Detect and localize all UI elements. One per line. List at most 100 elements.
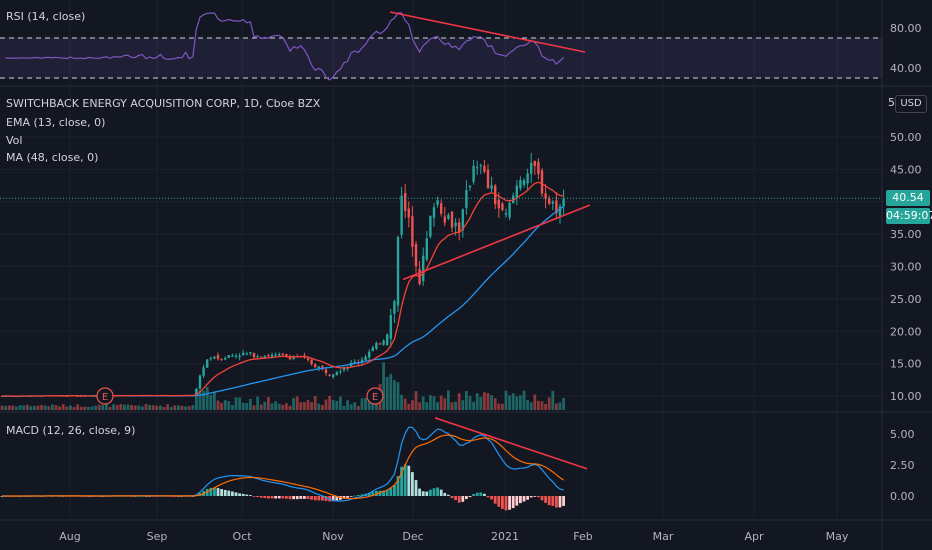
candle-body — [414, 243, 418, 267]
volume-bar — [425, 402, 429, 410]
volume-bar — [443, 398, 447, 410]
volume-bar — [155, 405, 159, 410]
time-tick-label: Apr — [744, 530, 764, 543]
candle-body — [267, 355, 270, 357]
macd-pane — [0, 417, 588, 511]
candle-body — [396, 237, 400, 306]
candle-body — [533, 161, 536, 166]
candle-body — [274, 354, 277, 356]
volume-bar — [65, 406, 69, 410]
candle-body — [440, 203, 443, 214]
candle-body — [537, 161, 540, 175]
candle-body — [202, 367, 205, 376]
macd-histogram-bar — [249, 495, 252, 496]
volume-bar — [83, 406, 87, 410]
time-tick-label: May — [826, 530, 849, 543]
candle-body — [407, 208, 410, 218]
candle-body — [260, 356, 263, 358]
rsi-tick-label: 80.00 — [890, 22, 922, 35]
candle-body — [198, 375, 202, 389]
candle-body — [386, 334, 389, 346]
macd-histogram-bar — [439, 489, 443, 496]
candle-body — [371, 347, 374, 352]
volume-bar — [148, 405, 151, 410]
macd-histogram-bar — [436, 487, 439, 496]
volume-bar — [540, 401, 544, 410]
currency-button[interactable]: USD — [895, 95, 927, 113]
candle-body — [548, 198, 551, 204]
candle-body — [425, 238, 428, 260]
price-tick-label: 20.00 — [890, 325, 922, 338]
volume-bars — [0, 362, 565, 410]
macd-histogram-bar — [274, 496, 277, 499]
volume-bar — [112, 404, 115, 410]
macd-histogram-bar — [241, 493, 245, 496]
candle-body — [310, 359, 313, 365]
candle-body — [461, 209, 464, 231]
macd-histogram-bar — [555, 496, 558, 508]
volume-bar — [252, 405, 256, 410]
volume-bar — [43, 405, 47, 410]
candle-body — [328, 374, 331, 376]
volume-bar — [454, 401, 457, 410]
candle-body — [314, 364, 317, 368]
candle-body — [195, 388, 198, 395]
candle-body — [335, 372, 338, 376]
macd-line — [2, 426, 564, 502]
candle-body — [508, 202, 511, 218]
volume-bar — [166, 404, 169, 410]
macd-histogram-bar — [547, 496, 551, 506]
rsi-pane — [0, 11, 882, 81]
time-tick-label: Nov — [322, 530, 344, 543]
volume-bar — [108, 406, 112, 410]
volume-bar — [299, 402, 303, 410]
volume-bar — [115, 405, 119, 410]
volume-bar — [367, 397, 371, 410]
candle-body — [458, 222, 461, 233]
volume-bar — [558, 402, 562, 410]
macd-histogram-bar — [457, 496, 461, 503]
time-tick-label: Sep — [147, 530, 168, 543]
volume-bar — [256, 396, 259, 410]
macd-histogram-bar — [511, 496, 515, 509]
macd-histogram-bar — [342, 496, 346, 499]
candle-body — [288, 356, 292, 360]
macd-histogram-bar — [223, 489, 227, 496]
candle-body — [555, 200, 558, 214]
volume-bar — [547, 397, 551, 410]
volume-bar — [72, 406, 76, 410]
volume-bar — [18, 405, 22, 410]
candle-body — [540, 170, 544, 194]
macd-histogram-bar — [375, 490, 378, 496]
earnings-marker — [366, 387, 384, 405]
volume-bar — [418, 402, 421, 410]
candle-body — [249, 352, 252, 354]
volume-bar — [90, 406, 94, 410]
time-tick-label: 2021 — [491, 530, 519, 543]
macd-histogram-bar — [385, 490, 389, 496]
rsi-tick-label: 40.00 — [890, 62, 922, 75]
macd-histogram-bar — [216, 488, 220, 496]
volume-bar — [202, 390, 205, 410]
macd-histogram-bar — [321, 496, 324, 501]
volume-bar — [421, 396, 425, 410]
volume-bar — [180, 405, 184, 410]
volume-bar — [137, 405, 141, 410]
volume-bar — [519, 395, 522, 410]
volume-bar — [241, 402, 245, 410]
volume-bar — [227, 401, 231, 410]
volume-bar — [274, 401, 277, 410]
volume-bar — [357, 405, 360, 410]
macd-histogram-bar — [425, 491, 429, 496]
volume-bar — [119, 404, 123, 410]
volume-bar — [213, 392, 216, 410]
macd-histogram-bar — [461, 496, 465, 502]
volume-bar — [529, 402, 533, 410]
volume-bar — [177, 405, 180, 410]
candle-body — [519, 180, 522, 189]
macd-histogram-bar — [299, 496, 303, 499]
volume-bar — [295, 396, 299, 410]
volume-bar — [414, 391, 418, 410]
candle-body — [339, 371, 342, 373]
